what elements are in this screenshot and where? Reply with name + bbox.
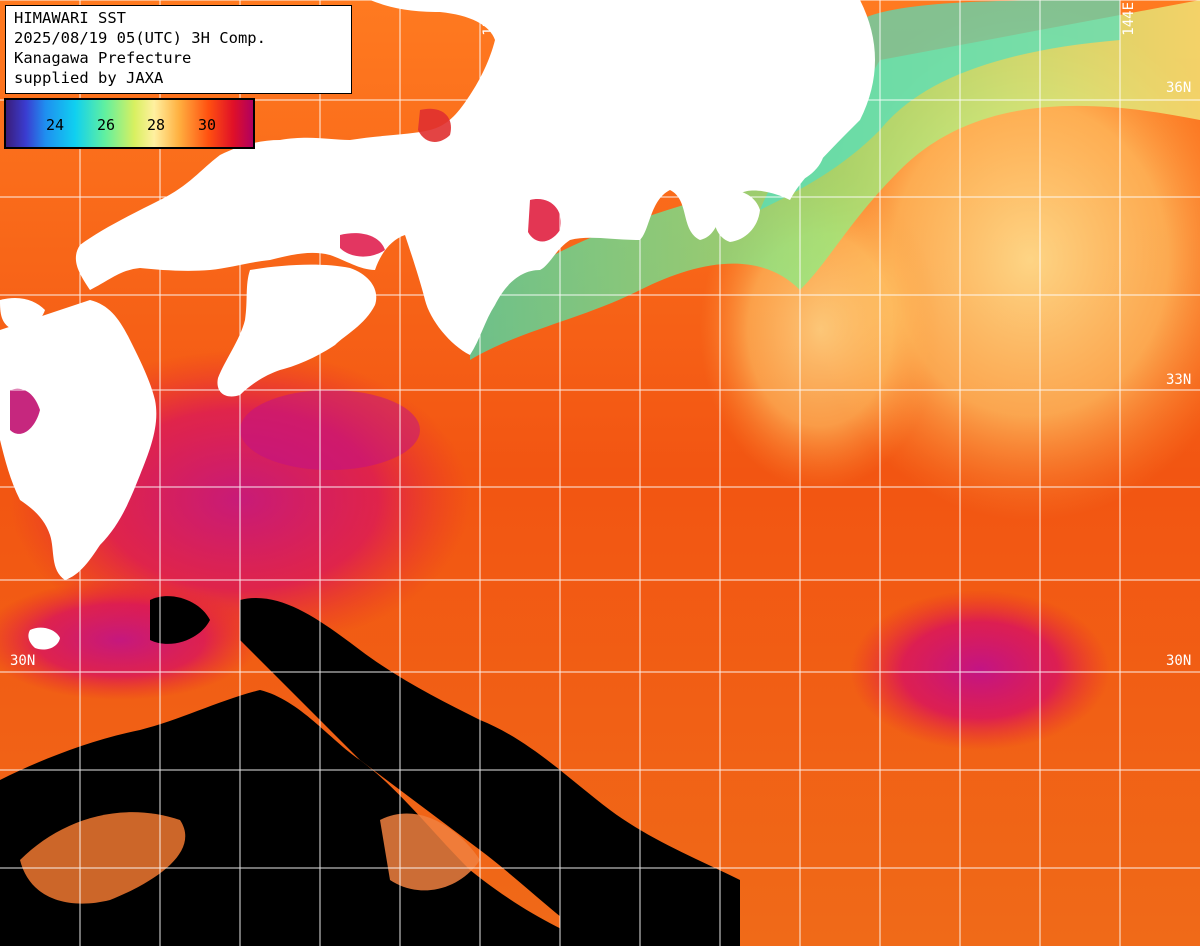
coastal-warm-fringe-1	[528, 199, 561, 242]
lat-label-36n-right: 36N	[1166, 80, 1192, 96]
title-line-1: HIMAWARI SST	[14, 9, 126, 27]
sea-streak-1	[20, 812, 186, 904]
title-box: HIMAWARI SST 2025/08/19 05(UTC) 3H Comp.…	[5, 5, 352, 94]
land-tanegashima	[28, 627, 60, 650]
color-scale-legend: 24 26 28 30	[4, 98, 255, 149]
legend-tick-28: 28	[147, 116, 166, 134]
lon-label-144e: 144E	[1121, 2, 1137, 36]
hot-water-east	[850, 590, 1110, 750]
coastal-warm-fringe-kyushu	[10, 388, 40, 434]
legend-tick-30: 30	[198, 116, 217, 134]
coastal-warm-fringe-2	[418, 108, 451, 142]
land-kii-peninsula	[417, 130, 482, 236]
land-izu	[714, 189, 760, 242]
title-line-4: supplied by JAXA	[14, 69, 164, 87]
title-line-2: 2025/08/19 05(UTC) 3H Comp.	[14, 29, 266, 47]
cloud-mask-south	[560, 839, 730, 946]
coastal-warm-fringe-3	[340, 233, 385, 257]
lat-label-33n-left: 33N	[8, 372, 34, 388]
lat-label-33n-right: 33N	[1166, 372, 1192, 388]
land-shikoku	[217, 264, 377, 397]
kuroshio-green-band	[470, 0, 1200, 360]
land-kyushu	[0, 300, 157, 580]
sea-streak-2	[380, 813, 480, 891]
title-line-3: Kanagawa Prefecture	[14, 49, 192, 67]
lat-label-30n-right: 30N	[1166, 653, 1192, 669]
hot-water-west-core	[240, 390, 420, 470]
legend-tick-24: 24	[46, 116, 65, 134]
land-shikoku-west	[0, 298, 45, 329]
legend-tick-26: 26	[97, 116, 116, 134]
cloud-mask-left-fragment	[150, 596, 210, 644]
lat-label-30n-left: 30N	[10, 653, 36, 669]
lon-label-136e: 136E	[481, 2, 497, 36]
